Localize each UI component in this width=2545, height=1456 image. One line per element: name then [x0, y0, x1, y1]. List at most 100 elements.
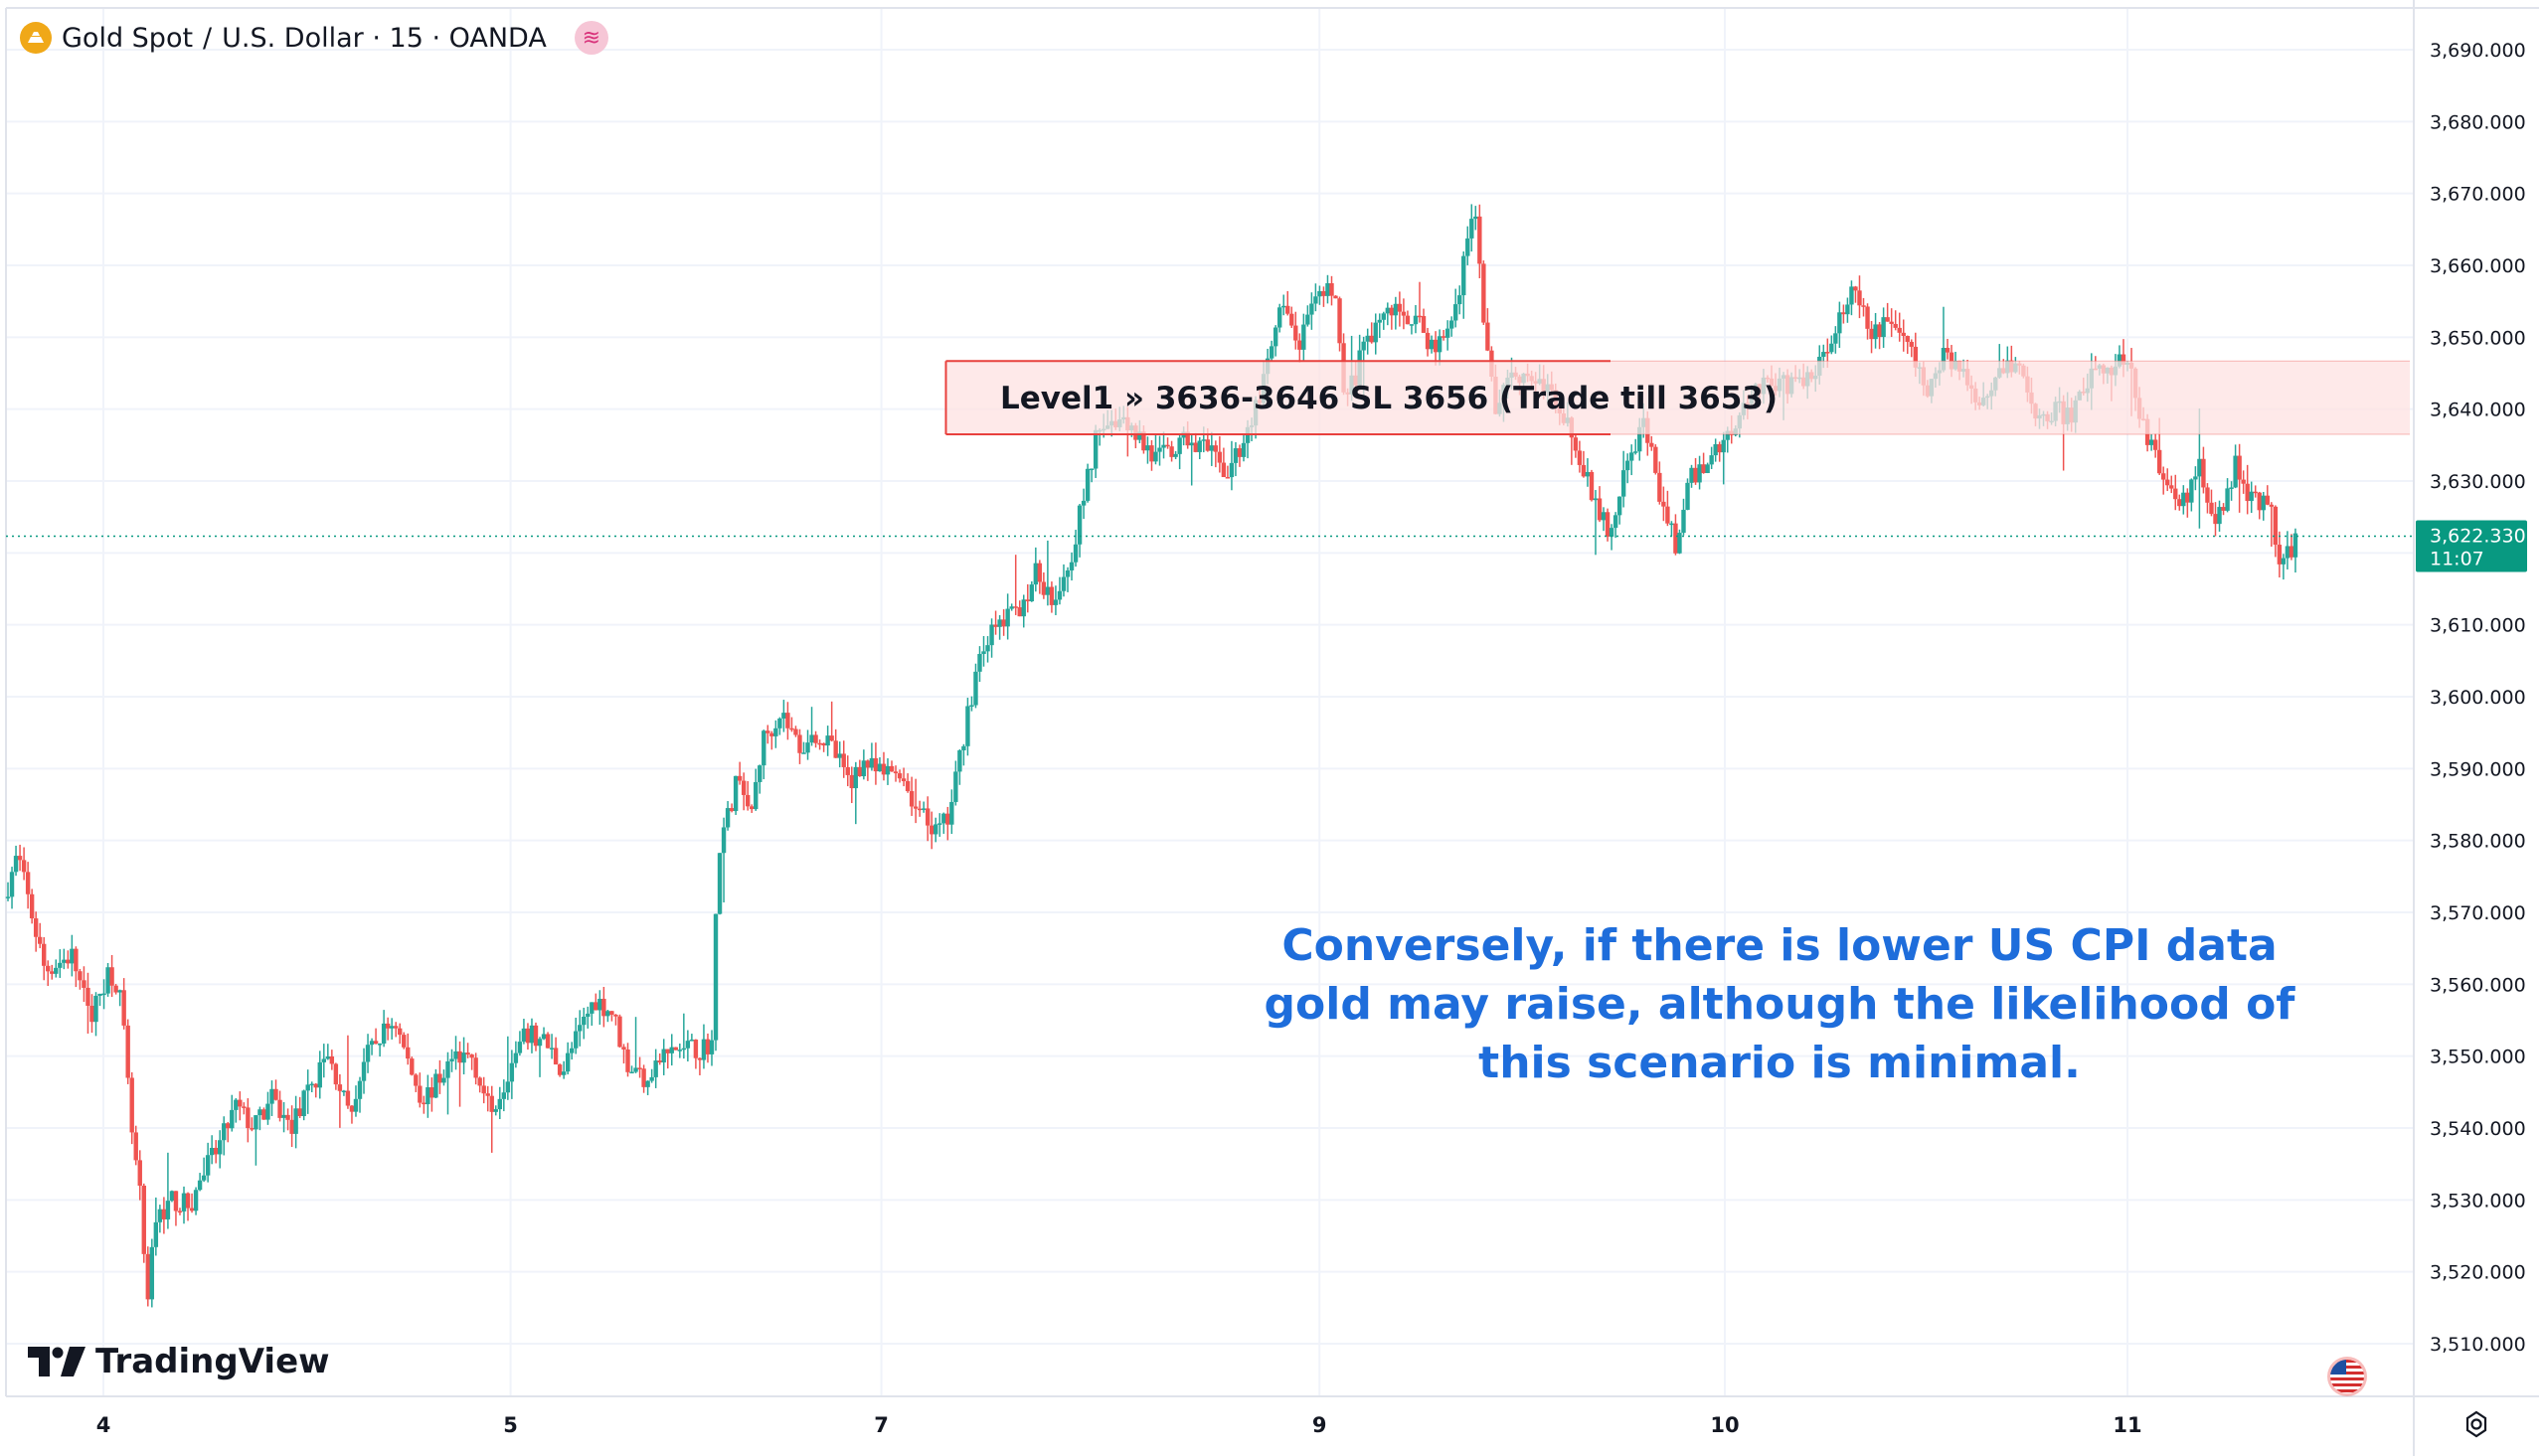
candle-body: [2249, 491, 2254, 502]
candle-body: [257, 1109, 262, 1116]
candle-body: [1381, 313, 1386, 320]
candle-body: [1861, 305, 1866, 307]
candle-body: [1385, 307, 1391, 314]
candle-body: [157, 1209, 163, 1222]
candle-body: [357, 1080, 363, 1099]
candle-body: [473, 1057, 478, 1078]
bar-countdown: 11:07: [2430, 548, 2484, 569]
candle-body: [177, 1211, 183, 1213]
candle-body: [1885, 317, 1890, 322]
candle-body: [369, 1041, 375, 1046]
candle-body: [705, 1039, 711, 1054]
candle-body: [2173, 488, 2178, 500]
price-axis-tick-label: 3,660.000: [2430, 255, 2526, 277]
candle-body: [997, 619, 1002, 627]
candle-body: [813, 734, 818, 743]
candle-body: [1272, 327, 1278, 347]
candle-body: [793, 728, 798, 735]
zone-layer[interactable]: Level1 » 3636-3646 SL 3656 (Trade till 3…: [944, 360, 2410, 435]
chart-annotation-text[interactable]: Conversely, if there is lower US CPI dat…: [1264, 920, 2295, 1088]
candle-body: [733, 775, 739, 812]
candle-body: [989, 624, 994, 646]
candle-body: [489, 1095, 494, 1112]
candle-body: [1469, 219, 1474, 239]
price-axis-tick-label: 3,630.000: [2430, 471, 2526, 493]
time-axis-day-label: 9: [1312, 1413, 1327, 1437]
candle-body: [1581, 464, 1587, 477]
candle-body: [1881, 317, 1886, 338]
candle-body: [2156, 449, 2162, 474]
candle-body: [441, 1077, 446, 1083]
candle-body: [885, 765, 891, 775]
candle-body: [1869, 328, 1874, 340]
candle-body: [750, 806, 755, 810]
chart-header[interactable]: Gold Spot / U.S. Dollar · 15 · OANDA ≋: [20, 18, 608, 58]
candle-body: [493, 1109, 498, 1112]
time-axis-day-label: 7: [874, 1413, 889, 1437]
us-flag-icon[interactable]: [2326, 1356, 2368, 1397]
candle-body: [437, 1073, 442, 1083]
candle-body: [5, 896, 11, 898]
candle-body: [993, 624, 998, 627]
candle-body: [525, 1028, 531, 1044]
candle-body: [613, 1014, 618, 1017]
candle-body: [1061, 576, 1067, 591]
candle-body: [222, 1123, 227, 1141]
candle-body: [1457, 295, 1462, 305]
candle-body: [309, 1083, 314, 1086]
price-axis-tick-label: 3,520.000: [2430, 1262, 2526, 1284]
candle-body: [1628, 452, 1634, 461]
candle-body: [429, 1087, 434, 1098]
candle-body: [1697, 464, 1702, 483]
price-axis-tick-label: 3,680.000: [2430, 111, 2526, 133]
tradingview-logo[interactable]: TradingView: [28, 1340, 330, 1383]
candle-body: [2189, 479, 2194, 503]
candle-body: [941, 813, 946, 824]
candle-body: [762, 730, 766, 766]
candle-body: [1612, 515, 1618, 529]
candle-body: [1169, 446, 1174, 457]
candle-body: [2177, 499, 2182, 507]
price-axis-tick-label: 3,550.000: [2430, 1047, 2526, 1068]
candle-body: [565, 1052, 571, 1072]
candle-body: [1681, 509, 1686, 534]
candle-body: [1673, 523, 1678, 554]
candle-body: [193, 1190, 199, 1212]
candle-body: [545, 1034, 551, 1049]
candle-body: [737, 775, 743, 781]
candle-body: [1685, 482, 1690, 510]
candle-body: [1393, 303, 1399, 316]
candle-body: [937, 823, 942, 825]
candle-body: [74, 948, 79, 972]
level1-zone[interactable]: [945, 361, 2410, 434]
candle-body: [477, 1077, 482, 1086]
candle-body: [609, 1011, 614, 1015]
symbol-name[interactable]: Gold Spot: [62, 22, 194, 54]
candle-body: [1365, 335, 1370, 342]
candle-body: [1713, 443, 1718, 456]
candle-body: [425, 1087, 430, 1105]
candle-body: [1377, 319, 1382, 323]
candle-body: [1845, 304, 1850, 315]
candle-body: [1693, 467, 1698, 483]
candle-body: [1849, 286, 1854, 305]
candle-body: [1833, 333, 1838, 344]
symbol-details: U.S. Dollar · 15 · OANDA: [222, 22, 547, 54]
candle-body: [2292, 533, 2298, 558]
candle-body: [701, 1039, 707, 1060]
time-axis-day-label: 11: [2113, 1413, 2141, 1437]
indicators-icon[interactable]: ≋: [574, 21, 608, 55]
candle-body: [1025, 599, 1030, 602]
candle-body: [317, 1061, 322, 1088]
candle-body: [1865, 306, 1870, 329]
candle-body: [625, 1049, 630, 1072]
candle-body: [1877, 324, 1882, 338]
price-axis-tick-label: 3,570.000: [2430, 902, 2526, 924]
candle-body: [2169, 485, 2174, 489]
candle-body: [905, 781, 911, 792]
candle-body: [1913, 346, 1919, 368]
gear-icon[interactable]: [2461, 1409, 2491, 1439]
candle-body: [861, 760, 867, 777]
candle-body: [453, 1051, 458, 1059]
